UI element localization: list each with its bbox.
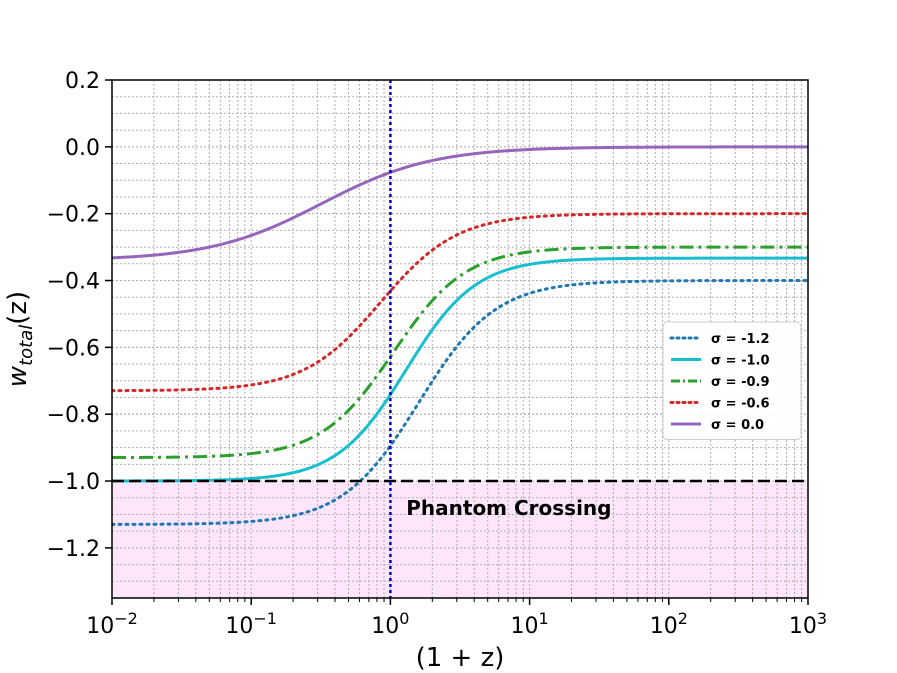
x-tick-label: 102	[650, 609, 688, 639]
x-tick-label: 10−1	[225, 609, 277, 639]
y-axis-label: wtotal(z)	[3, 291, 37, 387]
y-tick-label: −0.2	[47, 203, 100, 228]
legend-label-2: σ = -0.9	[711, 375, 770, 390]
legend-label-1: σ = -1.0	[711, 354, 770, 369]
x-tick-label: 103	[789, 609, 827, 639]
x-tick-label: 100	[371, 609, 409, 639]
series-group	[112, 145, 808, 526]
x-tick-label: 10−2	[86, 609, 138, 639]
y-tick-label: −1.0	[47, 470, 100, 495]
series-line-3	[112, 212, 808, 393]
series-line-2	[112, 245, 808, 460]
series-line-4	[112, 145, 808, 260]
y-tick-label: −0.4	[47, 270, 100, 295]
series-line-1	[112, 256, 808, 483]
plot-frame	[111, 79, 809, 599]
legend	[662, 321, 802, 440]
legend-label-0: σ = -1.2	[711, 332, 770, 347]
series-line-0	[112, 279, 808, 526]
y-tick-label: −0.8	[47, 403, 100, 428]
y-tick-label: −0.6	[47, 336, 100, 361]
legend-label-4: σ = 0.0	[711, 418, 764, 433]
phantom-region	[112, 481, 808, 598]
x-axis-label: (1 + z)	[416, 643, 505, 673]
x-tick-label: 101	[511, 609, 549, 639]
annotation-phantom-crossing: Phantom Crossing	[406, 496, 611, 520]
legend-label-3: σ = -0.6	[711, 397, 770, 412]
y-tick-label: 0.0	[65, 136, 100, 161]
y-tick-label: −1.2	[47, 537, 100, 562]
y-tick-label: 0.2	[65, 69, 100, 94]
